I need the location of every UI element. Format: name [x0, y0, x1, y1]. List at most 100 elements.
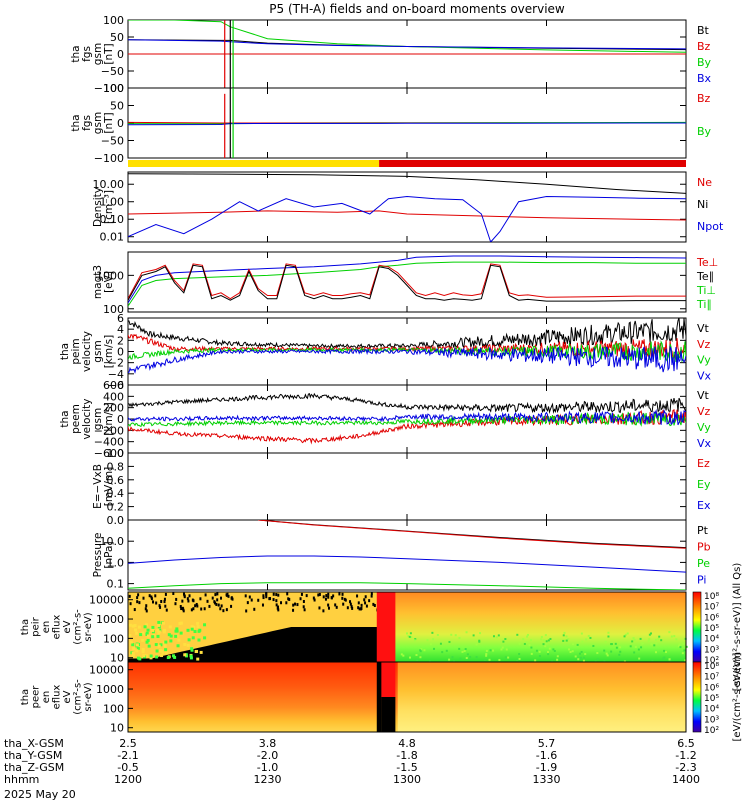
- y-axis-label: eflux: [52, 615, 63, 640]
- legend-entry: Ey: [697, 478, 711, 491]
- legend-entry: Ex: [697, 499, 711, 512]
- x-tick-label: -2.0: [257, 749, 278, 762]
- panel-frame: [127, 384, 687, 454]
- series-line-Pb: [258, 520, 686, 549]
- y-axis-label: tha: [70, 114, 82, 131]
- colorbar: [692, 661, 702, 733]
- x-tick-label: -1.2: [675, 749, 696, 762]
- series-line-Vz: [128, 408, 686, 445]
- y-axis-label: fgs: [81, 46, 93, 62]
- panel-fgs-gsm: 100 50 0 −50 −100 tha fgs gsm [nT] Bt Bz By Bx: [70, 14, 712, 95]
- y-axis-label: magt3: [92, 265, 104, 299]
- y-axis-label: (cm²-s-: [73, 609, 84, 645]
- y-axis-label: tha: [20, 689, 31, 705]
- y-axis-label: [cm⁻³]: [103, 190, 115, 224]
- y-axis-label: velocity: [81, 331, 93, 372]
- y-axis-label: Density: [92, 187, 104, 227]
- y-axis-label: E=−VxB: [92, 464, 104, 509]
- legend-entry: Pe: [697, 557, 710, 570]
- legend-entry: Te⊥: [696, 256, 718, 269]
- x-tick-label: 1330: [533, 773, 561, 786]
- panel-frame: [127, 519, 687, 591]
- y-tick-label: 0.4: [107, 487, 125, 500]
- y-axis-label: [nT]: [103, 43, 115, 64]
- legend-entry: Bx: [697, 72, 712, 85]
- series-line-Pe: [128, 582, 686, 590]
- y-tick-label: 600: [103, 379, 124, 392]
- colorbar-label: 10⁵: [704, 624, 719, 634]
- spectrogram-image: [128, 662, 686, 732]
- legend-entry: Vt: [697, 389, 710, 402]
- series-line-Pi: [128, 555, 686, 573]
- x-axis-labels: tha_X-GSM 2.5 3.8 4.8 5.7 6.5 tha_Y-GSM -2.1 -2.…: [4, 737, 700, 786]
- legend-entry: Ti⊥: [696, 284, 716, 297]
- panel-frame: [127, 251, 687, 313]
- y-tick-label: 10000: [89, 664, 124, 677]
- y-tick-label: −6: [108, 379, 124, 392]
- y-tick-label: 1000: [96, 613, 124, 626]
- y-tick-label: −400: [94, 436, 124, 449]
- y-tick-label: 1000: [96, 683, 124, 696]
- y-axis-label: [km/s]: [103, 402, 115, 436]
- y-axis-label: velocity: [81, 398, 93, 439]
- x-tick-label: -1.8: [396, 749, 417, 762]
- y-tick-label: 10000: [89, 594, 124, 607]
- colorbar-label: 10⁷: [704, 603, 719, 613]
- legend-entry: Bt: [697, 24, 710, 37]
- x-tick-label: -2.3: [675, 761, 696, 774]
- y-tick-label: 1.0: [107, 556, 125, 569]
- y-axis-label: [km/s]: [103, 335, 115, 369]
- legend-entry: Bz: [697, 92, 711, 105]
- series-line-Te: [128, 263, 686, 300]
- y-axis-label: tha: [20, 619, 31, 635]
- series-line-Ne: [128, 210, 686, 221]
- y-tick-label: −50: [101, 65, 124, 78]
- x-tick-label: -1.0: [257, 761, 278, 774]
- y-tick-label: 0.10: [100, 213, 125, 226]
- y-tick-label: 1000: [96, 269, 124, 282]
- y-axis-label: peim: [70, 338, 82, 364]
- chart-title: P5 (TH-A) fields and on-board moments ov…: [269, 2, 565, 16]
- x-tick-label: 3.8: [259, 737, 277, 750]
- y-axis-label: gsm: [92, 43, 104, 65]
- series-line-Pt: [258, 520, 686, 549]
- legend-entry: Vy: [697, 354, 711, 367]
- legend-entry: Ti∥: [696, 298, 712, 311]
- colorbar-label: 10⁷: [704, 673, 719, 683]
- y-axis-label: (cm²-s-: [73, 679, 84, 715]
- y-axis-label: gsm: [92, 340, 104, 362]
- legend-entry: Pi: [697, 574, 706, 587]
- series-line-Vx: [128, 408, 686, 426]
- y-tick-label: −50: [101, 135, 124, 148]
- legend-entry: Vz: [697, 405, 711, 418]
- y-tick-label: 10: [110, 722, 124, 735]
- legend-entry: Pb: [697, 541, 711, 554]
- y-axis-label: [mV/m]: [103, 467, 115, 506]
- y-tick-label: 10: [110, 652, 124, 665]
- series-line-Ni: [128, 173, 686, 194]
- panel-temperature: 1000 100 magt3 [eV] Te⊥Te∥Ti⊥Ti∥: [92, 251, 718, 316]
- x-tick-label: 1230: [254, 773, 282, 786]
- y-tick-label: 0: [117, 117, 124, 130]
- y-axis-label: en: [41, 621, 52, 634]
- x-tick-label: 1400: [672, 773, 700, 786]
- panel-mode-bar: [128, 160, 686, 167]
- y-axis-label: tha: [70, 45, 82, 62]
- series-line-Vt: [128, 318, 686, 350]
- x-row-name: tha_X-GSM: [4, 737, 64, 750]
- y-tick-label: −100: [94, 82, 124, 95]
- y-axis-label: peir: [31, 616, 42, 636]
- y-axis-label: eV: [62, 690, 73, 703]
- panel-fgs-dsl: 100 50 0 −50 −100 tha fgs gsm [nT] Bz By: [70, 82, 712, 165]
- y-tick-label: 0.0: [107, 514, 125, 527]
- y-axis-label: peem: [70, 404, 82, 434]
- legend-entry: Bz: [697, 40, 711, 53]
- y-axis-label: gsm: [92, 112, 104, 134]
- series-line-Te2: [128, 264, 686, 302]
- series-line-Ti: [128, 255, 686, 304]
